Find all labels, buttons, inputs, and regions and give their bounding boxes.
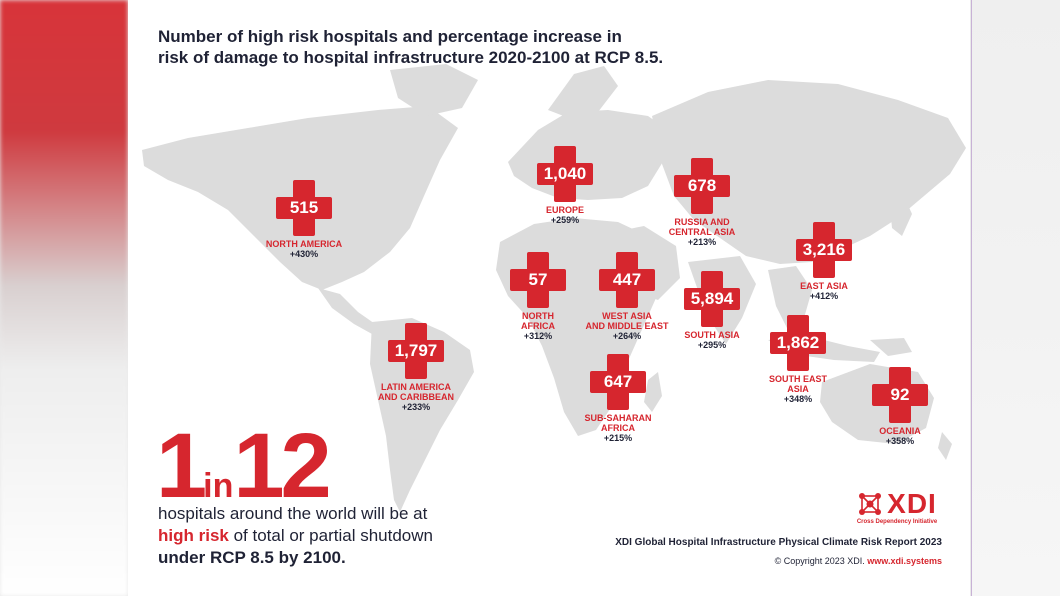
- blurred-background-right: [971, 0, 1060, 596]
- hospital-count: 57: [528, 270, 548, 289]
- red-cross-icon: 647: [590, 354, 646, 410]
- red-cross-icon: 447: [599, 252, 655, 308]
- hospital-count: 1,862: [776, 333, 820, 352]
- headline-word: in: [203, 467, 234, 505]
- risk-increase: +358%: [885, 436, 915, 446]
- region-name: SUB-SAHARAN: [584, 413, 652, 423]
- region-marker-latin-america: 1,797 LATIN AMERICA AND CARIBBEAN +233%: [366, 323, 466, 412]
- headline-number-2: 12: [233, 415, 331, 517]
- logo-wordmark: XDI: [887, 488, 937, 519]
- region-name: SOUTH ASIA: [684, 330, 740, 340]
- red-cross-icon: 5,894: [684, 271, 740, 327]
- risk-increase: +233%: [401, 402, 431, 412]
- hospital-count: 5,894: [690, 289, 734, 308]
- statement-line-1: hospitals around the world will be at: [158, 504, 428, 523]
- region-name: LATIN AMERICA: [381, 382, 451, 392]
- network-icon: [859, 493, 882, 515]
- region-marker-north-america: 515 NORTH AMERICA +430%: [254, 180, 354, 259]
- risk-increase: +259%: [550, 215, 580, 225]
- red-cross-icon: 1,797: [388, 323, 444, 379]
- hospital-count: 678: [687, 176, 717, 195]
- world-map: [142, 64, 966, 512]
- hospital-count: 92: [890, 385, 910, 404]
- headline-number-1: 1: [156, 415, 207, 517]
- landmass-new-zealand: [938, 432, 952, 460]
- landmass-arabia: [604, 226, 680, 300]
- landmass-southeast-asia: [768, 266, 812, 330]
- risk-increase: +264%: [612, 331, 642, 341]
- landmass-greenland: [390, 64, 478, 116]
- region-name: EUROPE: [545, 205, 584, 215]
- region-name: OCEANIA: [879, 426, 921, 436]
- region-name: EAST ASIA: [800, 281, 848, 291]
- region-marker-russia-central-asia: 678 RUSSIA AND CENTRAL ASIA +213%: [652, 158, 752, 247]
- website-link[interactable]: www.xdi.systems: [867, 556, 942, 566]
- copyright-text: © Copyright 2023 XDI.: [774, 556, 865, 566]
- hospital-count: 1,797: [394, 341, 438, 360]
- region-name: SOUTH EAST: [768, 374, 827, 384]
- report-title: XDI Global Hospital Infrastructure Physi…: [615, 537, 942, 548]
- red-cross-icon: 1,040: [537, 146, 593, 202]
- copyright-line: © Copyright 2023 XDI. www.xdi.systems: [775, 556, 942, 566]
- statement-line-2: of total or partial shutdown: [228, 526, 433, 545]
- risk-increase: +312%: [523, 331, 553, 341]
- region-name-line-2: CENTRAL ASIA: [668, 227, 736, 237]
- region-marker-sub-saharan-africa: 647 SUB-SAHARAN AFRICA +215%: [568, 354, 668, 443]
- risk-increase: +348%: [783, 394, 813, 404]
- landmass-south-america: [370, 318, 474, 512]
- region-marker-east-asia: 3,216 EAST ASIA +412%: [774, 222, 874, 301]
- map-title: Number of high risk hospitals and percen…: [158, 26, 663, 68]
- region-name-line-2: AND MIDDLE EAST: [585, 321, 669, 331]
- landmass-central-america: [318, 288, 378, 334]
- red-cross-icon: 678: [674, 158, 730, 214]
- landmass-new-guinea: [870, 338, 912, 356]
- region-name: NORTH: [522, 311, 554, 321]
- statement-line-3: under RCP 8.5 by 2100.: [158, 548, 346, 567]
- hospital-count: 1,040: [543, 164, 587, 183]
- landmass-japan: [890, 196, 912, 236]
- statement-highlight: high risk: [158, 526, 229, 545]
- region-name: NORTH AMERICA: [265, 239, 343, 249]
- risk-increase: +213%: [687, 237, 717, 247]
- title-line-2: risk of damage to hospital infrastructur…: [158, 48, 664, 67]
- statement: hospitals around the world will be at hi…: [158, 503, 433, 569]
- region-marker-europe: 1,040 EUROPE +259%: [515, 146, 615, 225]
- region-marker-west-asia: 447 WEST ASIA AND MIDDLE EAST +264%: [577, 252, 677, 341]
- landmass-asia: [652, 80, 966, 264]
- region-name-line-2: AFRICA: [521, 321, 555, 331]
- hospital-count: 447: [612, 270, 642, 289]
- region-marker-south-east-asia: 1,862 SOUTH EAST ASIA +348%: [748, 315, 848, 404]
- risk-increase: +295%: [697, 340, 727, 350]
- landmass-scandinavia: [548, 66, 618, 120]
- headline-ratio: 1in12: [156, 414, 332, 519]
- infographic-card: Number of high risk hospitals and percen…: [128, 0, 970, 596]
- hospital-count: 515: [289, 198, 319, 217]
- blurred-background-left: [0, 0, 128, 596]
- region-name-line-2: AFRICA: [601, 423, 635, 433]
- hospital-count: 647: [603, 372, 633, 391]
- hospital-count: 3,216: [802, 240, 846, 259]
- region-name: WEST ASIA: [602, 311, 652, 321]
- region-name: RUSSIA AND: [674, 217, 730, 227]
- red-cross-icon: 92: [872, 367, 928, 423]
- risk-increase: +412%: [809, 291, 839, 301]
- red-cross-icon: 3,216: [796, 222, 852, 278]
- region-name-line-2: ASIA: [787, 384, 809, 394]
- risk-increase: +430%: [289, 249, 319, 259]
- red-cross-icon: 515: [276, 180, 332, 236]
- red-cross-icon: 1,862: [770, 315, 826, 371]
- region-marker-oceania: 92 OCEANIA +358%: [850, 367, 950, 446]
- region-name-line-2: AND CARIBBEAN: [378, 392, 454, 402]
- xdi-logo: XDI Cross Dependency Initiative: [854, 488, 940, 526]
- region-marker-north-africa: 57 NORTH AFRICA +312%: [488, 252, 588, 341]
- red-cross-icon: 57: [510, 252, 566, 308]
- title-line-1: Number of high risk hospitals and percen…: [158, 27, 622, 46]
- region-marker-south-asia: 5,894 SOUTH ASIA +295%: [662, 271, 762, 350]
- landmass-madagascar: [644, 372, 662, 412]
- risk-increase: +215%: [603, 433, 633, 443]
- logo-tagline: Cross Dependency Initiative: [856, 519, 938, 525]
